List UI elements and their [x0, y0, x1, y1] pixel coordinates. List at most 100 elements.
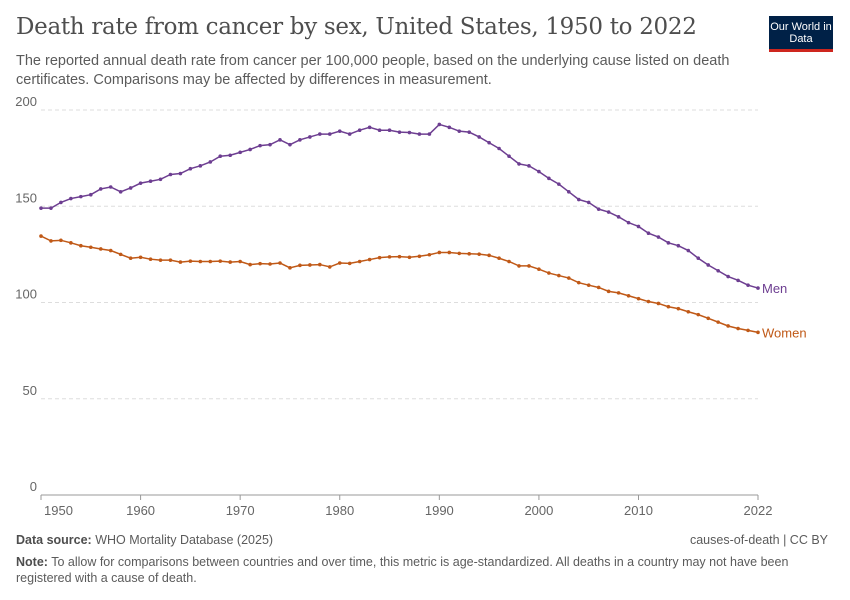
data-point	[417, 132, 422, 136]
data-point	[308, 263, 312, 267]
source-text[interactable]: WHO Mortality Database (2025)	[95, 533, 274, 547]
data-point	[138, 255, 143, 260]
data-point	[128, 186, 133, 190]
x-tick-label: 1990	[425, 503, 454, 518]
data-point	[686, 248, 691, 253]
data-point	[108, 248, 113, 253]
data-point	[88, 192, 93, 197]
data-point	[118, 252, 123, 257]
data-point	[148, 179, 153, 184]
data-point	[337, 129, 342, 133]
data-point	[308, 135, 312, 139]
data-point	[387, 255, 392, 259]
data-point	[198, 259, 203, 264]
data-point	[79, 194, 83, 199]
x-tick-label: 1950	[44, 503, 73, 518]
data-point	[626, 293, 631, 298]
data-point	[387, 128, 392, 133]
data-point	[417, 254, 422, 259]
data-point	[616, 291, 621, 295]
data-point	[467, 130, 472, 134]
data-point	[467, 251, 472, 256]
data-point	[427, 252, 432, 257]
data-point	[337, 261, 342, 265]
data-point	[268, 142, 272, 147]
data-point	[726, 274, 730, 279]
data-point	[566, 276, 571, 280]
data-point	[218, 154, 223, 158]
data-point	[367, 257, 372, 262]
data-point	[636, 224, 641, 229]
data-point	[447, 125, 452, 130]
data-point	[377, 128, 382, 133]
data-point	[547, 176, 551, 181]
data-point	[736, 326, 740, 331]
data-point	[49, 206, 53, 210]
data-point	[666, 241, 671, 245]
source-label: Data source:	[16, 533, 92, 547]
data-point	[696, 256, 701, 261]
x-tick-label: 1980	[325, 503, 354, 518]
license[interactable]: causes-of-death | CC BY	[689, 533, 828, 547]
data-point	[537, 267, 541, 271]
data-point	[557, 182, 561, 186]
data-point	[457, 251, 462, 256]
data-point	[318, 262, 322, 267]
note-text: To allow for comparisons between countri…	[16, 555, 789, 585]
data-point	[59, 200, 63, 205]
data-point	[686, 309, 691, 314]
chart-title: Death rate from cancer by sex, United St…	[16, 14, 697, 40]
data-point	[636, 296, 641, 301]
data-point	[497, 146, 501, 151]
data-point	[507, 259, 511, 264]
data-point	[288, 142, 292, 147]
data-point	[397, 254, 402, 259]
data-point	[427, 132, 432, 136]
x-tick-label: 1970	[226, 503, 255, 518]
chart-subtitle: The reported annual death rate from canc…	[16, 53, 730, 88]
data-point	[357, 259, 362, 264]
data-point	[248, 262, 252, 267]
data-point	[527, 264, 531, 268]
data-point	[706, 263, 711, 267]
data-point	[656, 301, 661, 306]
data-point	[696, 312, 701, 317]
data-point	[318, 132, 322, 136]
data-point	[39, 206, 43, 210]
data-point	[746, 328, 750, 333]
data-point	[168, 172, 173, 177]
data-point	[178, 260, 183, 264]
data-point	[188, 166, 193, 171]
data-point	[377, 255, 382, 260]
data-point	[437, 250, 442, 255]
data-point	[576, 197, 581, 202]
data-point	[716, 268, 720, 273]
x-tick-label: 2000	[524, 503, 553, 518]
data-point	[746, 283, 750, 287]
data-point	[69, 196, 73, 201]
data-point	[566, 190, 571, 194]
data-point	[596, 285, 601, 290]
data-point	[238, 150, 242, 155]
data-point	[39, 234, 43, 238]
data-point	[477, 252, 481, 256]
data-point	[676, 306, 681, 311]
data-point	[586, 200, 591, 205]
data-point	[517, 162, 521, 166]
data-point	[248, 147, 252, 152]
series-line-women	[40, 235, 759, 334]
data-point	[646, 299, 651, 304]
data-point	[59, 238, 63, 243]
note-label: Note:	[16, 555, 48, 569]
data-point	[666, 304, 671, 309]
data-point	[497, 256, 501, 261]
data-point	[228, 153, 233, 158]
owid-logo[interactable]: Our World in Data	[769, 16, 833, 52]
data-point	[258, 143, 262, 148]
data-point	[517, 264, 521, 268]
data-point	[138, 181, 143, 185]
data-point	[49, 239, 53, 243]
series-label: Men	[762, 281, 787, 296]
data-point	[756, 330, 760, 335]
x-tick-label: 2010	[624, 503, 653, 518]
